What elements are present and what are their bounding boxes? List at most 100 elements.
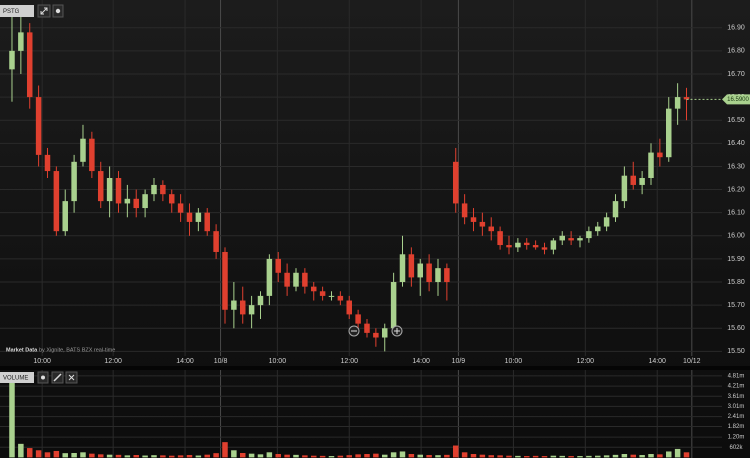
y-tick-label: 16.10 bbox=[727, 210, 745, 217]
symbol: PSTG bbox=[3, 9, 20, 15]
candle-body bbox=[532, 245, 539, 248]
volume-bar bbox=[586, 455, 592, 458]
candle-body bbox=[452, 161, 459, 204]
volume-bar bbox=[444, 454, 450, 458]
volume-bar bbox=[195, 455, 202, 458]
candle-body bbox=[657, 152, 663, 158]
candle-body bbox=[648, 152, 654, 178]
volume-bar bbox=[488, 455, 494, 458]
candle-body bbox=[515, 242, 521, 248]
volume-bar bbox=[18, 443, 24, 458]
candle-body bbox=[488, 226, 494, 232]
x-tick-label: 12:00 bbox=[104, 358, 122, 365]
volume-bar bbox=[577, 456, 583, 458]
volume-bar bbox=[53, 450, 60, 458]
candle-body bbox=[26, 32, 33, 98]
candle-body bbox=[310, 286, 317, 292]
candle-body bbox=[124, 198, 131, 204]
candle-body bbox=[639, 178, 645, 185]
y-tick-label: 16.00 bbox=[727, 233, 745, 240]
volume-title: VOLUME bbox=[3, 376, 28, 382]
y-tick-label: 4.81m bbox=[728, 373, 745, 379]
y-tick-label: 16.80 bbox=[727, 48, 745, 55]
volume-bar bbox=[497, 455, 503, 458]
candle-body bbox=[106, 178, 113, 202]
volume-bar bbox=[426, 455, 432, 458]
candle-body bbox=[319, 291, 326, 296]
x-tick-label: 10/9 bbox=[452, 358, 466, 365]
x-tick-label: 12:00 bbox=[577, 358, 595, 365]
volume-bar bbox=[603, 455, 610, 458]
candle-body bbox=[559, 235, 565, 241]
candle-body bbox=[586, 231, 592, 239]
candle-body bbox=[62, 201, 68, 232]
volume-bar bbox=[435, 455, 441, 458]
candle-body bbox=[506, 245, 512, 248]
volume-bar bbox=[266, 452, 273, 458]
volume-bar bbox=[355, 454, 361, 458]
volume-bar bbox=[310, 455, 317, 458]
candle-body bbox=[399, 254, 406, 283]
candle-body bbox=[612, 201, 619, 218]
candle-body bbox=[266, 258, 273, 296]
y-tick-label: 4.21m bbox=[728, 384, 745, 390]
volume-bar bbox=[417, 454, 423, 458]
candle-body bbox=[479, 221, 486, 227]
volume-bar bbox=[337, 455, 344, 458]
volume-bar bbox=[381, 454, 388, 458]
y-tick-label: 15.50 bbox=[727, 348, 745, 355]
volume-bar bbox=[89, 453, 95, 458]
y-tick-label: 16.40 bbox=[727, 140, 745, 147]
edit-icon bbox=[53, 373, 62, 382]
volume-bar bbox=[248, 453, 255, 458]
close-icon bbox=[68, 374, 75, 381]
y-tick-label: 15.70 bbox=[727, 302, 745, 309]
volume-box[interactable] bbox=[0, 372, 34, 383]
candle-body bbox=[346, 300, 352, 315]
candle-body bbox=[151, 184, 157, 195]
candle-body bbox=[435, 268, 441, 283]
candle-body bbox=[35, 97, 42, 155]
symbol-box[interactable] bbox=[0, 5, 34, 17]
volume-bar bbox=[639, 455, 645, 458]
volume-bar bbox=[373, 453, 379, 458]
volume-bar bbox=[541, 456, 548, 458]
candle-body bbox=[293, 272, 299, 287]
volume-bar bbox=[461, 452, 468, 458]
volume-bar bbox=[479, 454, 486, 458]
candle-body bbox=[497, 231, 503, 246]
candle-body bbox=[470, 217, 477, 222]
volume-bar bbox=[97, 454, 104, 458]
volume-bar bbox=[523, 456, 530, 458]
volume-bar bbox=[231, 450, 237, 458]
candle-body bbox=[213, 231, 219, 252]
volume-bar bbox=[213, 453, 219, 458]
volume-bar bbox=[674, 448, 681, 458]
x-tick-label: 10:00 bbox=[33, 358, 51, 365]
x-tick-label: 10/8 bbox=[214, 358, 228, 365]
volume-bar bbox=[515, 455, 521, 458]
candle-body bbox=[381, 328, 388, 338]
y-tick-label: 602k bbox=[729, 445, 743, 451]
candle-body bbox=[337, 295, 344, 301]
candle-body bbox=[71, 161, 77, 202]
candle-body bbox=[53, 171, 60, 232]
volume-bar bbox=[665, 451, 672, 458]
candle-body bbox=[674, 97, 681, 109]
y-tick-label: 16.30 bbox=[727, 163, 745, 170]
x-tick-label: 14:00 bbox=[412, 358, 430, 365]
volume-bar bbox=[142, 455, 148, 458]
y-tick-label: 2.41m bbox=[728, 414, 745, 420]
volume-bar bbox=[133, 455, 139, 458]
volume-bar bbox=[630, 454, 636, 458]
candle-body bbox=[231, 300, 237, 310]
volume-bar bbox=[151, 455, 157, 458]
candle-body bbox=[80, 138, 86, 162]
panel-divider bbox=[0, 366, 750, 370]
volume-bar bbox=[657, 454, 663, 458]
volume-bar bbox=[594, 455, 601, 458]
candle-body bbox=[328, 295, 335, 297]
y-tick-label: 15.60 bbox=[727, 325, 745, 332]
candle-body bbox=[97, 171, 104, 202]
